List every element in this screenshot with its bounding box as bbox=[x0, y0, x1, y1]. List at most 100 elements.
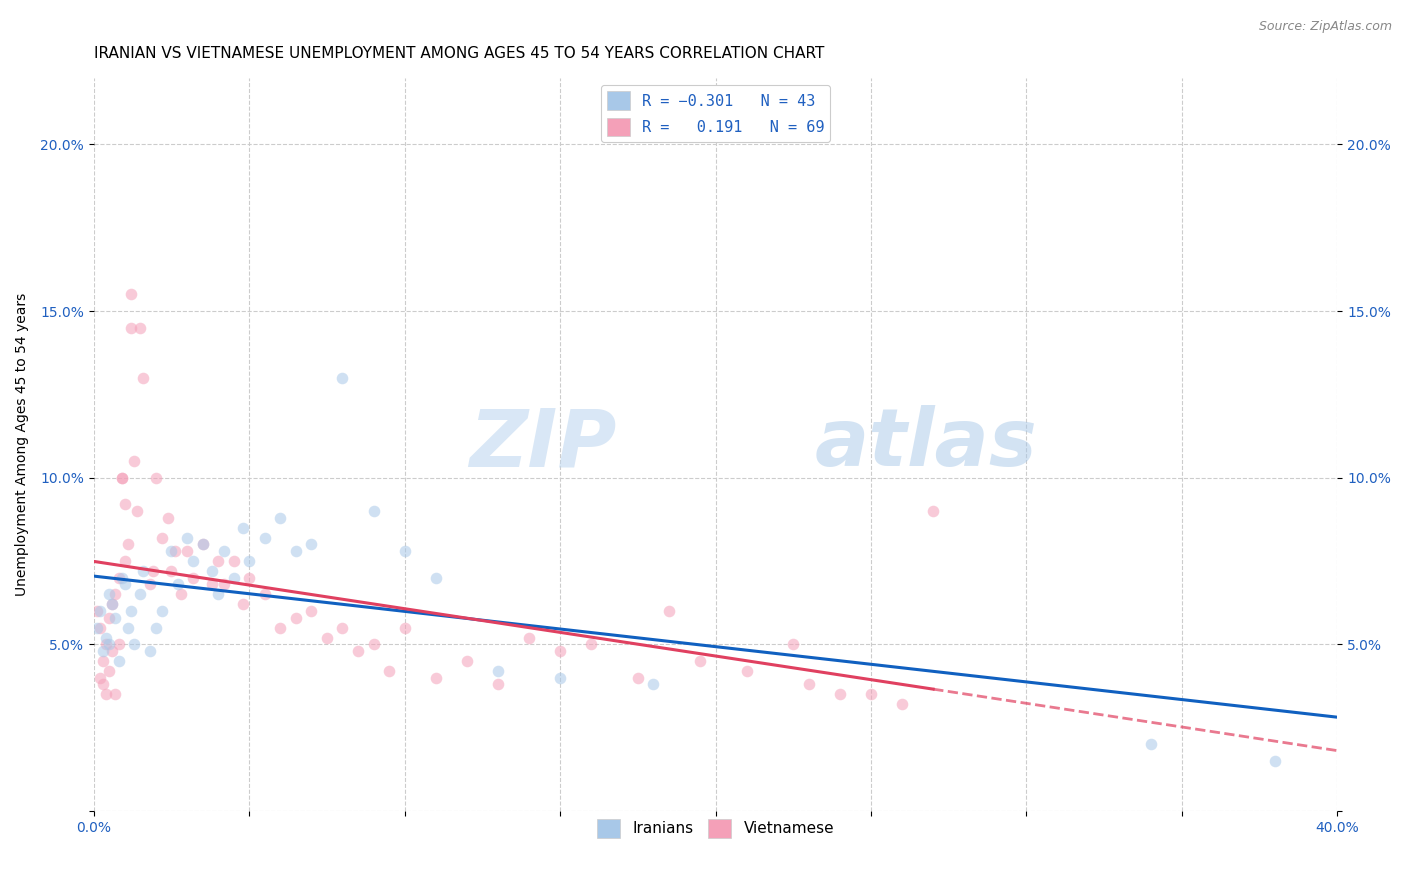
Point bbox=[91, 644, 114, 658]
Point bbox=[735, 664, 758, 678]
Point bbox=[238, 554, 260, 568]
Point bbox=[94, 688, 117, 702]
Point bbox=[107, 571, 129, 585]
Point bbox=[284, 611, 307, 625]
Point bbox=[98, 664, 121, 678]
Point bbox=[138, 577, 160, 591]
Point bbox=[120, 604, 142, 618]
Point bbox=[122, 454, 145, 468]
Point bbox=[176, 531, 198, 545]
Point bbox=[316, 631, 339, 645]
Point bbox=[86, 621, 108, 635]
Point bbox=[86, 604, 108, 618]
Point bbox=[238, 571, 260, 585]
Point bbox=[160, 564, 183, 578]
Point bbox=[332, 370, 354, 384]
Text: IRANIAN VS VIETNAMESE UNEMPLOYMENT AMONG AGES 45 TO 54 YEARS CORRELATION CHART: IRANIAN VS VIETNAMESE UNEMPLOYMENT AMONG… bbox=[94, 46, 824, 62]
Point bbox=[98, 611, 121, 625]
Point bbox=[181, 571, 204, 585]
Point bbox=[89, 604, 111, 618]
Point bbox=[117, 537, 139, 551]
Point bbox=[117, 621, 139, 635]
Point bbox=[91, 654, 114, 668]
Point bbox=[486, 664, 509, 678]
Point bbox=[150, 604, 173, 618]
Point bbox=[111, 471, 134, 485]
Point bbox=[214, 577, 236, 591]
Point bbox=[89, 671, 111, 685]
Point bbox=[132, 564, 155, 578]
Point bbox=[181, 554, 204, 568]
Point bbox=[425, 571, 447, 585]
Point bbox=[122, 638, 145, 652]
Point bbox=[160, 544, 183, 558]
Point bbox=[176, 544, 198, 558]
Point bbox=[201, 577, 224, 591]
Point bbox=[860, 688, 883, 702]
Text: Source: ZipAtlas.com: Source: ZipAtlas.com bbox=[1258, 20, 1392, 33]
Point bbox=[101, 598, 124, 612]
Point bbox=[89, 621, 111, 635]
Legend: Iranians, Vietnamese: Iranians, Vietnamese bbox=[591, 813, 841, 844]
Text: ZIP: ZIP bbox=[468, 406, 616, 483]
Point bbox=[191, 537, 214, 551]
Point bbox=[347, 644, 370, 658]
Point bbox=[922, 504, 945, 518]
Point bbox=[127, 504, 149, 518]
Point bbox=[363, 504, 385, 518]
Point bbox=[269, 621, 291, 635]
Point bbox=[166, 577, 188, 591]
Point bbox=[284, 544, 307, 558]
Point bbox=[207, 587, 229, 601]
Point bbox=[145, 471, 167, 485]
Point bbox=[232, 521, 254, 535]
Point bbox=[425, 671, 447, 685]
Point bbox=[94, 638, 117, 652]
Point bbox=[104, 688, 127, 702]
Point bbox=[150, 531, 173, 545]
Point bbox=[163, 544, 186, 558]
Point bbox=[120, 287, 142, 301]
Point bbox=[129, 320, 152, 334]
Point bbox=[643, 677, 665, 691]
Point bbox=[120, 320, 142, 334]
Point bbox=[142, 564, 165, 578]
Point bbox=[145, 621, 167, 635]
Point bbox=[658, 604, 681, 618]
Point bbox=[782, 638, 804, 652]
Point bbox=[214, 544, 236, 558]
Point bbox=[98, 638, 121, 652]
Point bbox=[579, 638, 602, 652]
Point bbox=[170, 587, 193, 601]
Point bbox=[111, 571, 134, 585]
Point bbox=[332, 621, 354, 635]
Point bbox=[207, 554, 229, 568]
Point bbox=[1140, 738, 1163, 752]
Point bbox=[101, 598, 124, 612]
Point bbox=[222, 571, 245, 585]
Point bbox=[114, 577, 136, 591]
Point bbox=[101, 644, 124, 658]
Point bbox=[548, 644, 571, 658]
Point bbox=[394, 544, 416, 558]
Point bbox=[138, 644, 160, 658]
Point bbox=[299, 537, 322, 551]
Point bbox=[114, 498, 136, 512]
Point bbox=[132, 370, 155, 384]
Text: atlas: atlas bbox=[815, 406, 1038, 483]
Point bbox=[627, 671, 650, 685]
Point bbox=[104, 587, 127, 601]
Point bbox=[157, 510, 180, 524]
Y-axis label: Unemployment Among Ages 45 to 54 years: Unemployment Among Ages 45 to 54 years bbox=[15, 293, 30, 596]
Point bbox=[91, 677, 114, 691]
Point bbox=[129, 587, 152, 601]
Point bbox=[232, 598, 254, 612]
Point bbox=[456, 654, 478, 668]
Point bbox=[891, 698, 914, 712]
Point bbox=[114, 554, 136, 568]
Point bbox=[253, 587, 276, 601]
Point bbox=[107, 638, 129, 652]
Point bbox=[517, 631, 540, 645]
Point bbox=[828, 688, 851, 702]
Point bbox=[797, 677, 820, 691]
